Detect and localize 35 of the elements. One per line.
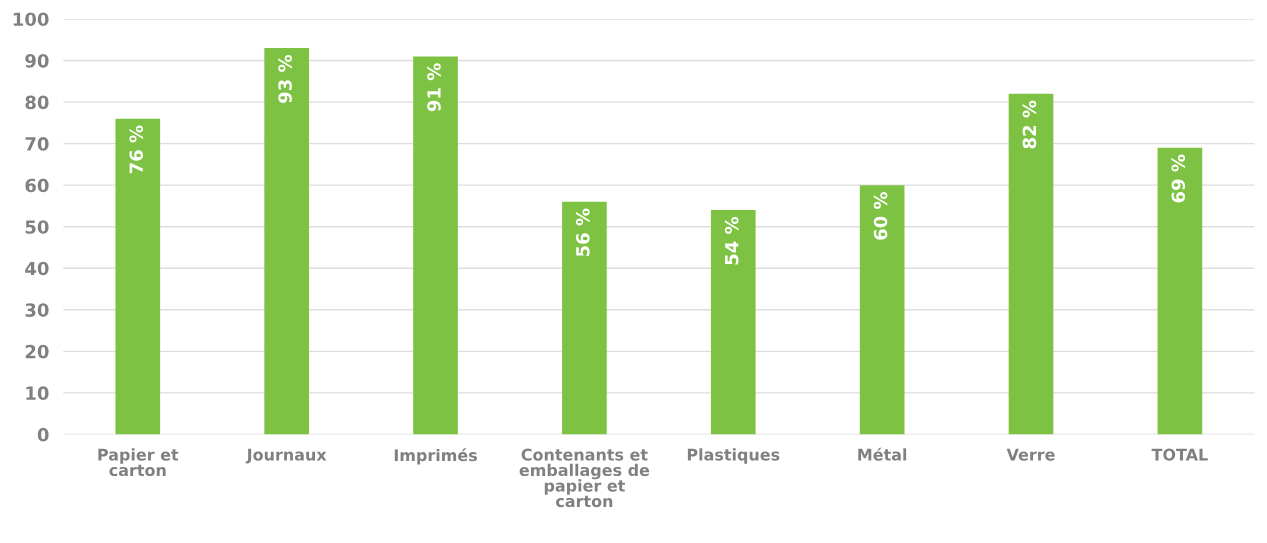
bar [562, 201, 607, 435]
x-tick-label: TOTAL [1151, 448, 1208, 461]
bar [413, 56, 458, 435]
y-tick-label: 80 [25, 95, 49, 110]
y-tick-label: 70 [25, 137, 49, 151]
bar [264, 48, 309, 435]
y-tick-label: 20 [25, 344, 49, 359]
data-label: 56 % [575, 208, 590, 257]
data-label: 54 % [724, 216, 739, 265]
y-tick-label: 30 [25, 303, 49, 317]
data-label: 76 % [129, 125, 144, 174]
data-label: 91 % [427, 63, 441, 112]
y-tick-label: 10 [26, 386, 49, 400]
x-tick-label: Journaux [245, 448, 327, 464]
y-tick-label: 0 [37, 427, 49, 442]
y-tick-label: 100 [13, 12, 49, 27]
x-tick-label: Métal [858, 447, 907, 461]
bar [1008, 93, 1054, 435]
bar [859, 185, 905, 435]
data-label: 82 % [1022, 100, 1037, 149]
y-tick-label: 50 [25, 220, 49, 234]
bar [710, 210, 756, 435]
bar [1157, 147, 1203, 435]
y-tick-label: 90 [25, 54, 49, 68]
x-tick-label: Imprimés [394, 448, 477, 465]
x-tick-label: Contenants et emballages de papier et carton [519, 448, 650, 508]
x-tick-label: Verre [1006, 448, 1055, 461]
data-label: 60 % [873, 191, 888, 240]
x-tick-label: Plastiques [687, 448, 780, 464]
y-tick-label: 60 [25, 178, 49, 193]
bar [115, 118, 161, 435]
data-label: 69 % [1171, 154, 1186, 203]
y-tick-label: 40 [25, 261, 49, 276]
data-label: 93 % [278, 54, 292, 103]
x-tick-label: Papier et carton [98, 448, 179, 477]
